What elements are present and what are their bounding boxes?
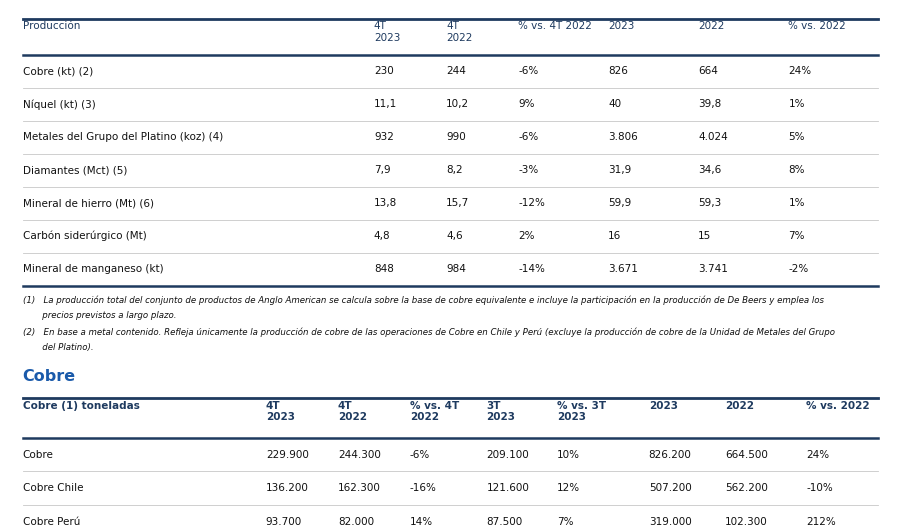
Text: 984: 984 [446,264,466,274]
Text: Cobre (kt) (2): Cobre (kt) (2) [23,66,93,76]
Text: 4T
2022: 4T 2022 [446,21,472,43]
Text: 24%: 24% [788,66,812,76]
Text: 9%: 9% [518,99,534,109]
Text: -6%: -6% [518,132,538,142]
Text: 11,1: 11,1 [374,99,397,109]
Text: 664.500: 664.500 [725,450,769,460]
Text: Mineral de hierro (Mt) (6): Mineral de hierro (Mt) (6) [23,198,153,208]
Text: -12%: -12% [518,198,545,208]
Text: 12%: 12% [557,483,580,493]
Text: (1)   La producción total del conjunto de productos de Anglo American se calcula: (1) La producción total del conjunto de … [23,295,824,305]
Text: % vs. 2022: % vs. 2022 [806,401,870,411]
Text: 2%: 2% [518,231,534,241]
Text: 664: 664 [698,66,718,76]
Text: 1%: 1% [788,99,805,109]
Text: 562.200: 562.200 [725,483,769,493]
Text: 4T
2023: 4T 2023 [266,401,295,422]
Text: % vs. 4T 2022: % vs. 4T 2022 [518,21,592,31]
Text: 230: 230 [374,66,394,76]
Text: 2023: 2023 [649,401,678,411]
Text: -3%: -3% [518,165,538,175]
Text: 14%: 14% [410,517,433,527]
Text: 82.000: 82.000 [338,517,374,527]
Text: 1%: 1% [788,198,805,208]
Text: -2%: -2% [788,264,808,274]
Text: 990: 990 [446,132,466,142]
Text: (2)   En base a metal contenido. Refleja únicamente la producción de cobre de la: (2) En base a metal contenido. Refleja ú… [23,327,834,337]
Text: 15: 15 [698,231,712,241]
Text: 7%: 7% [788,231,805,241]
Text: -14%: -14% [518,264,545,274]
Text: 93.700: 93.700 [266,517,302,527]
Text: 848: 848 [374,264,394,274]
Text: Cobre: Cobre [23,369,76,384]
Text: 8%: 8% [788,165,805,175]
Text: 162.300: 162.300 [338,483,381,493]
Text: del Platino).: del Platino). [23,343,93,352]
Text: 16: 16 [608,231,622,241]
Text: 59,9: 59,9 [608,198,632,208]
Text: precios previstos a largo plazo.: precios previstos a largo plazo. [23,311,176,320]
Text: 2022: 2022 [725,401,754,411]
Text: 229.900: 229.900 [266,450,309,460]
Text: 4,8: 4,8 [374,231,390,241]
Text: 4.024: 4.024 [698,132,728,142]
Text: 4T
2023: 4T 2023 [374,21,400,43]
Text: 8,2: 8,2 [446,165,462,175]
Text: 209.100: 209.100 [487,450,529,460]
Text: 102.300: 102.300 [725,517,768,527]
Text: Diamantes (Mct) (5): Diamantes (Mct) (5) [23,165,127,175]
Text: 3.806: 3.806 [608,132,638,142]
Text: -6%: -6% [518,66,538,76]
Text: 136.200: 136.200 [266,483,309,493]
Text: 3.671: 3.671 [608,264,638,274]
Text: Cobre Chile: Cobre Chile [23,483,83,493]
Text: 10%: 10% [557,450,580,460]
Text: 2022: 2022 [698,21,724,31]
Text: Níquel (kt) (3): Níquel (kt) (3) [23,99,96,110]
Text: Carbón siderúrgico (Mt): Carbón siderúrgico (Mt) [23,231,146,242]
Text: 87.500: 87.500 [487,517,523,527]
Text: 4T
2022: 4T 2022 [338,401,367,422]
Text: % vs. 3T
2023: % vs. 3T 2023 [557,401,606,422]
Text: 507.200: 507.200 [649,483,691,493]
Text: Mineral de manganeso (kt): Mineral de manganeso (kt) [23,264,163,274]
Text: -10%: -10% [806,483,833,493]
Text: Cobre (1) toneladas: Cobre (1) toneladas [23,401,140,411]
Text: 826.200: 826.200 [649,450,692,460]
Text: -16%: -16% [410,483,437,493]
Text: % vs. 2022: % vs. 2022 [788,21,846,31]
Text: 7%: 7% [557,517,573,527]
Text: 3.741: 3.741 [698,264,728,274]
Text: Metales del Grupo del Platino (koz) (4): Metales del Grupo del Platino (koz) (4) [23,132,223,142]
Text: -6%: -6% [410,450,430,460]
Text: 2023: 2023 [608,21,634,31]
Text: 5%: 5% [788,132,805,142]
Text: 7,9: 7,9 [374,165,390,175]
Text: 244: 244 [446,66,466,76]
Text: % vs. 4T
2022: % vs. 4T 2022 [410,401,460,422]
Text: 3T
2023: 3T 2023 [487,401,515,422]
Text: 40: 40 [608,99,622,109]
Text: 31,9: 31,9 [608,165,632,175]
Text: Cobre: Cobre [23,450,53,460]
Text: 15,7: 15,7 [446,198,469,208]
Text: 244.300: 244.300 [338,450,381,460]
Text: 24%: 24% [806,450,830,460]
Text: 4,6: 4,6 [446,231,462,241]
Text: Cobre Perú: Cobre Perú [23,517,80,527]
Text: Producción: Producción [23,21,80,31]
Text: 10,2: 10,2 [446,99,469,109]
Text: 34,6: 34,6 [698,165,722,175]
Text: 319.000: 319.000 [649,517,691,527]
Text: 826: 826 [608,66,628,76]
Text: 13,8: 13,8 [374,198,397,208]
Text: 212%: 212% [806,517,836,527]
Text: 59,3: 59,3 [698,198,722,208]
Text: 39,8: 39,8 [698,99,722,109]
Text: 932: 932 [374,132,394,142]
Text: 121.600: 121.600 [487,483,530,493]
